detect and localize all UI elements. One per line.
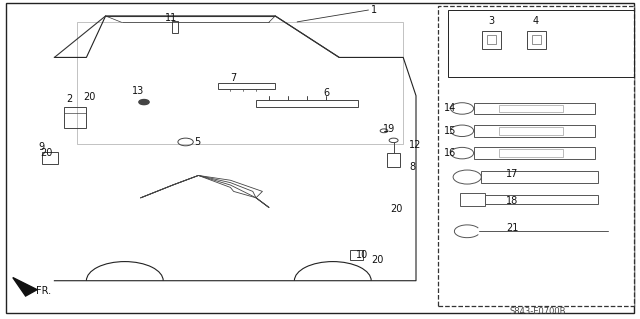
Text: 6: 6 bbox=[323, 87, 330, 98]
Polygon shape bbox=[13, 278, 37, 296]
FancyBboxPatch shape bbox=[438, 6, 634, 306]
Text: 11: 11 bbox=[165, 12, 178, 23]
Text: 20: 20 bbox=[83, 92, 96, 102]
Text: 18: 18 bbox=[506, 196, 518, 206]
Text: 7: 7 bbox=[230, 73, 237, 83]
Text: 20: 20 bbox=[40, 148, 52, 158]
Text: 8: 8 bbox=[410, 162, 416, 173]
Text: 14: 14 bbox=[444, 103, 457, 114]
Text: 9: 9 bbox=[38, 142, 44, 152]
Text: 12: 12 bbox=[408, 140, 421, 150]
Text: 21: 21 bbox=[506, 223, 518, 233]
Text: 10: 10 bbox=[355, 250, 368, 260]
Text: 20: 20 bbox=[371, 255, 384, 265]
Text: 13: 13 bbox=[131, 86, 144, 96]
Text: 3: 3 bbox=[488, 16, 494, 26]
Text: 1: 1 bbox=[371, 4, 378, 15]
Text: 17: 17 bbox=[506, 169, 518, 179]
Text: 15: 15 bbox=[444, 126, 457, 136]
Text: FR.: FR. bbox=[36, 286, 51, 296]
Text: 5: 5 bbox=[194, 137, 200, 147]
Text: S843-E0700B: S843-E0700B bbox=[509, 307, 566, 315]
Circle shape bbox=[139, 100, 149, 105]
Text: 4: 4 bbox=[532, 16, 539, 26]
Text: 20: 20 bbox=[390, 204, 403, 214]
Text: 16: 16 bbox=[444, 148, 457, 158]
Text: 2: 2 bbox=[66, 94, 72, 104]
Text: 19: 19 bbox=[383, 124, 396, 134]
